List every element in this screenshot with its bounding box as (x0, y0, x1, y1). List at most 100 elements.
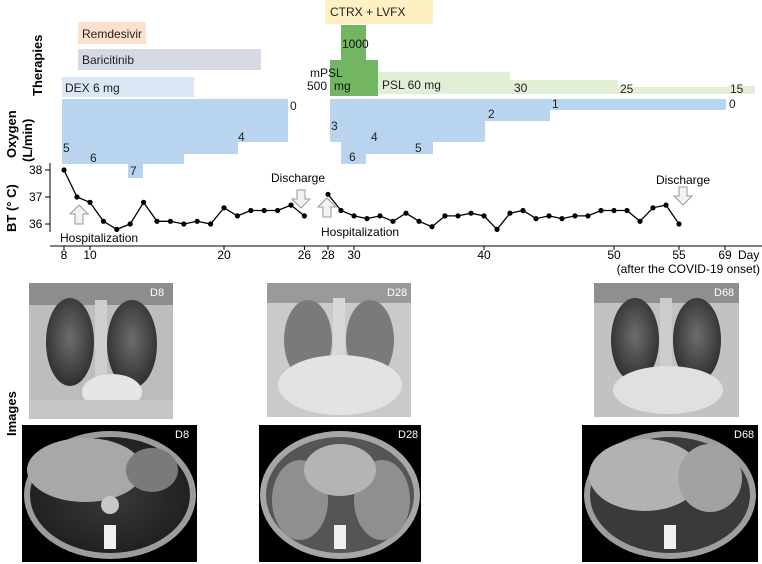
bt-point (520, 207, 526, 214)
bt-point (248, 207, 254, 214)
oxygen-value: 0 (729, 97, 736, 111)
hospitalization-label-2: Hospitalization (321, 225, 399, 239)
bt-point (167, 218, 173, 224)
bt-point (114, 226, 120, 232)
images-label: Images (4, 391, 19, 436)
x-tick-label: 20 (217, 248, 231, 262)
bt-point (301, 213, 307, 219)
x-tick-label: 26 (298, 248, 312, 262)
day-axis-label: Day (738, 248, 759, 262)
psl-label: PSL 60 mg (382, 78, 441, 92)
x-tick-label: 40 (477, 248, 491, 262)
day-axis-note: (after the COVID-19 onset) (617, 262, 760, 276)
bt-point (507, 210, 513, 216)
therapy-dex: DEX 6 mg (62, 77, 194, 97)
x-tick-label: 10 (83, 248, 97, 262)
x-tick-label: 69 (718, 248, 732, 262)
oxygen-value: 5 (415, 141, 422, 155)
bt-point (351, 213, 357, 219)
hospitalization-label-1: Hospitalization (60, 231, 138, 245)
bt-point (338, 207, 344, 214)
mpsl-peak-label: 1000 (342, 37, 369, 51)
x-tick-label: 55 (672, 248, 686, 262)
hospitalization-arrow-2 (316, 197, 338, 218)
bt-point (546, 213, 552, 219)
bt-point (221, 205, 227, 211)
therapy-mpsl: 1000 mPSL 500 mg (307, 25, 378, 96)
bt-point (442, 213, 448, 219)
ctrx-label: CTRX + LVFX (330, 5, 405, 19)
x-tick-label: 30 (347, 248, 361, 262)
xray-d8-label: D8 (150, 287, 164, 299)
x-tick-label: 8 (61, 248, 68, 262)
psl-30-label: 30 (514, 81, 528, 95)
bt-series-admission-1 (61, 167, 307, 232)
oxygen-value: 7 (130, 164, 137, 178)
bt-point (468, 210, 474, 216)
bt-point (275, 207, 281, 214)
oxygen-value: 4 (371, 130, 378, 144)
therapy-remdesivir: Remdesivir (78, 22, 146, 44)
bt-point (127, 221, 133, 227)
therapy-psl: PSL 60 mg 30 25 15 (378, 72, 755, 96)
bt-point (559, 216, 565, 222)
therapy-ctrx-lvfx: CTRX + LVFX (325, 0, 433, 24)
day-axis-ticks: 8 10 20 26 28 30 40 50 55 69 (61, 246, 732, 262)
bt-point (194, 218, 200, 224)
discharge-arrow-2 (672, 186, 694, 206)
bt-point (637, 218, 643, 224)
bt-point (455, 213, 461, 219)
ct-d8-label: D8 (175, 429, 189, 441)
bt-point (533, 216, 539, 222)
ct-scan-d28: D28 (259, 425, 421, 562)
ct-d28-label: D28 (398, 429, 418, 441)
y-tick-label: 37 (29, 190, 43, 204)
oxygen-value: 2 (488, 107, 495, 121)
bt-point (261, 207, 267, 214)
x-tick-label: 50 (607, 248, 621, 262)
bt-point (288, 202, 294, 208)
oxygen-area-admission-1: 0 4 5 6 7 (62, 99, 297, 178)
bt-point (390, 218, 396, 224)
bt-point (61, 167, 67, 173)
discharge-arrow-1 (290, 189, 312, 209)
chest-xray-d28: D28 (267, 283, 411, 417)
mpsl-label-1: mPSL (310, 66, 343, 80)
bt-point (676, 221, 682, 227)
bt-point (234, 213, 240, 219)
bt-point (364, 216, 370, 222)
chest-xray-d8: D8 (29, 283, 173, 419)
bt-y-axis: 38 37 36 (29, 163, 51, 232)
bt-point (494, 226, 500, 232)
mpsl-label-3: mg (334, 79, 351, 93)
oxygen-value: 1 (552, 97, 559, 111)
bt-point (403, 210, 409, 216)
oxygen-label-1: Oxygen (4, 110, 19, 158)
y-tick-label: 38 (29, 163, 43, 177)
chest-xray-d68: D68 (594, 283, 739, 417)
bt-point (416, 218, 422, 224)
bt-point (377, 213, 383, 219)
ct-scan-d8: D8 (22, 425, 197, 562)
baricitinib-label: Baricitinib (82, 53, 134, 67)
oxygen-value: 6 (90, 151, 97, 165)
oxygen-label-2: (L/min) (20, 119, 35, 162)
hospitalization-arrow-1 (68, 204, 90, 225)
bt-axis-label: BT (° C) (4, 184, 19, 232)
mpsl-label-2: 500 (307, 79, 327, 93)
dex-label: DEX 6 mg (65, 81, 120, 95)
xray-d68-label: D68 (714, 287, 734, 299)
y-tick-label: 36 (29, 217, 43, 231)
remdesivir-label: Remdesivir (82, 27, 142, 41)
bt-point (208, 221, 214, 227)
bt-point (429, 224, 435, 230)
oxygen-area-admission-2: 3 4 6 5 2 1 0 (330, 97, 736, 164)
therapy-baricitinib: Baricitinib (78, 49, 261, 70)
bt-point (611, 207, 617, 214)
bt-point (650, 205, 656, 211)
bt-point (87, 199, 93, 205)
bt-series-admission-2 (325, 191, 682, 232)
bt-point (74, 194, 80, 200)
therapies-label: Therapies (30, 35, 45, 96)
